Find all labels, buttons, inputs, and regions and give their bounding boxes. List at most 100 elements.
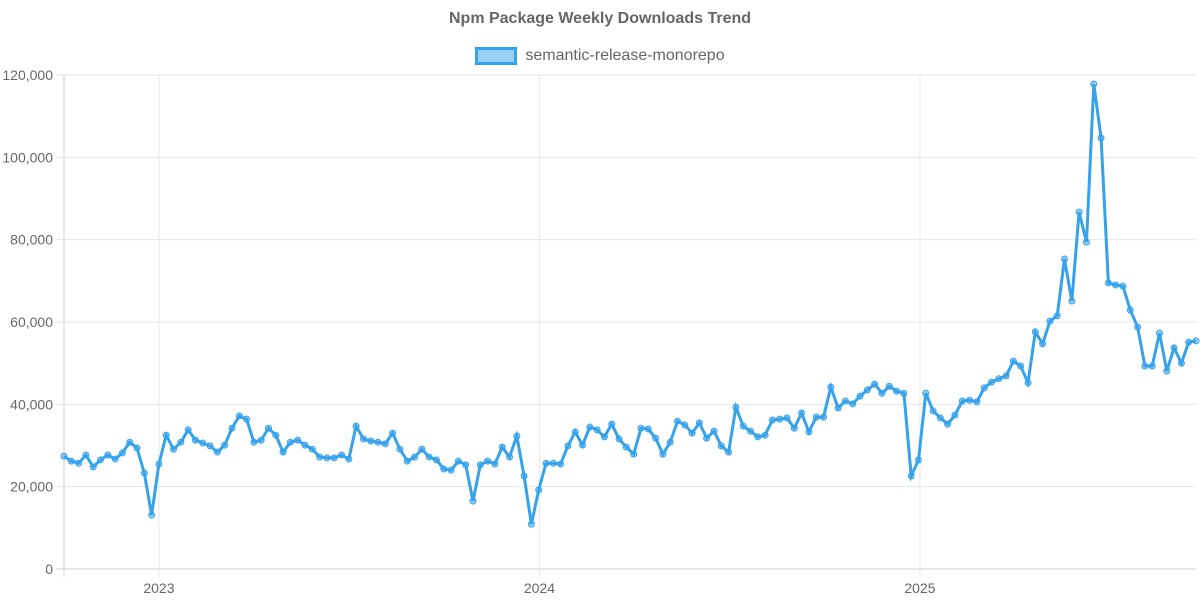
data-point <box>637 424 645 432</box>
data-point <box>549 459 557 467</box>
data-point <box>425 453 433 461</box>
data-point <box>367 437 375 445</box>
data-point <box>608 420 616 428</box>
data-point <box>513 432 521 440</box>
data-point <box>177 438 185 446</box>
data-point <box>381 440 389 448</box>
data-point <box>140 469 148 477</box>
data-point <box>725 448 733 456</box>
data-point <box>1002 372 1010 380</box>
data-point <box>622 443 630 451</box>
data-point <box>542 459 550 467</box>
data-point <box>111 455 119 463</box>
data-point <box>973 398 981 406</box>
data-point <box>235 412 243 420</box>
data-point <box>600 433 608 441</box>
legend-label[interactable]: semantic-release-monorepo <box>525 47 725 64</box>
data-point <box>330 454 338 462</box>
data-point <box>834 404 842 412</box>
data-point <box>60 452 68 460</box>
data-point <box>1141 362 1149 370</box>
data-point <box>776 415 784 423</box>
data-point <box>403 457 411 465</box>
data-point <box>1155 329 1163 337</box>
data-point <box>250 438 258 446</box>
data-point <box>301 441 309 449</box>
data-point <box>652 434 660 442</box>
data-point <box>958 397 966 405</box>
data-point <box>849 400 857 408</box>
data-point <box>681 421 689 429</box>
data-point <box>162 431 170 439</box>
data-point <box>1104 279 1112 287</box>
data-point <box>1119 282 1127 290</box>
data-point <box>191 436 199 444</box>
data-point <box>841 397 849 405</box>
data-point <box>1134 323 1142 331</box>
y-tick-label: 0 <box>45 561 53 577</box>
x-tick-label: 2023 <box>143 580 174 596</box>
legend-swatch[interactable] <box>475 47 518 65</box>
data-point <box>966 396 974 404</box>
data-point <box>89 463 97 471</box>
data-point <box>885 382 893 390</box>
data-point <box>359 435 367 443</box>
data-point <box>995 375 1003 383</box>
data-point <box>557 460 565 468</box>
data-point <box>717 442 725 450</box>
data-point <box>352 422 360 430</box>
data-point <box>67 457 75 465</box>
data-point <box>1068 297 1076 305</box>
data-point <box>907 472 915 480</box>
data-point <box>498 443 506 451</box>
data-point <box>505 453 513 461</box>
data-point <box>951 411 959 419</box>
data-point <box>630 450 638 458</box>
data-point <box>747 427 755 435</box>
data-point <box>1082 238 1090 246</box>
data-point <box>739 422 747 430</box>
data-point <box>703 434 711 442</box>
data-point <box>754 433 762 441</box>
data-point <box>264 424 272 432</box>
data-point <box>75 459 83 467</box>
data-point <box>790 424 798 432</box>
data-point <box>527 520 535 528</box>
data-point <box>710 427 718 435</box>
data-point <box>783 414 791 422</box>
data-point <box>520 472 528 480</box>
y-tick-label: 100,000 <box>2 149 53 165</box>
data-point <box>411 453 419 461</box>
data-point <box>1031 328 1039 336</box>
legend: semantic-release-monorepo <box>0 47 1200 65</box>
data-point <box>338 451 346 459</box>
data-point <box>491 460 499 468</box>
data-point <box>1185 338 1193 346</box>
data-point <box>914 456 922 464</box>
data-point <box>432 456 440 464</box>
data-point <box>863 386 871 394</box>
data-point <box>768 416 776 424</box>
data-point <box>184 426 192 434</box>
data-point <box>82 451 90 459</box>
data-point <box>476 461 484 469</box>
data-point <box>1039 340 1047 348</box>
data-point <box>228 424 236 432</box>
data-point <box>1192 337 1200 345</box>
data-point <box>820 413 828 421</box>
data-point <box>798 409 806 417</box>
data-point <box>118 449 126 457</box>
data-point <box>126 438 134 446</box>
data-point <box>586 423 594 431</box>
data-point <box>323 454 331 462</box>
data-point <box>389 429 397 437</box>
data-point <box>418 445 426 453</box>
data-point <box>221 441 229 449</box>
data-point <box>673 417 681 425</box>
y-tick-label: 40,000 <box>10 396 53 412</box>
data-point <box>593 426 601 434</box>
data-point <box>396 445 404 453</box>
data-point <box>1163 367 1171 375</box>
data-point <box>644 425 652 433</box>
data-point <box>900 389 908 397</box>
